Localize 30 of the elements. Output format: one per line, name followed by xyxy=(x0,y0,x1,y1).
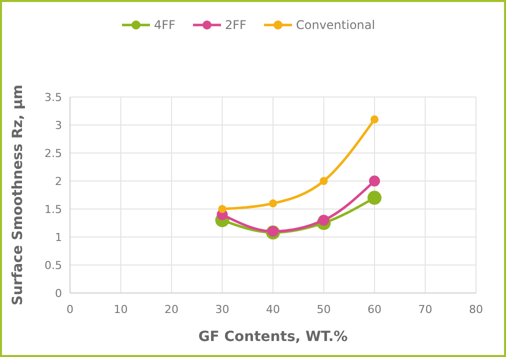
x-tick-label: 50 xyxy=(316,303,331,316)
x-tick-label: 40 xyxy=(266,303,280,316)
point xyxy=(269,199,277,208)
y-tick-label: 2 xyxy=(55,174,62,188)
legend-label: Conventional xyxy=(296,18,376,32)
x-tick-label: 60 xyxy=(368,303,382,316)
x-tick-label: 20 xyxy=(164,303,178,316)
y-tick-label: 1.5 xyxy=(44,202,62,216)
point xyxy=(268,226,278,237)
y-tick-label: 1 xyxy=(55,230,62,244)
point xyxy=(370,115,378,124)
point xyxy=(368,190,382,205)
y-tick-label: 0.5 xyxy=(44,258,62,272)
y-tick-label: 3 xyxy=(55,118,62,132)
y-tick-label: 0 xyxy=(55,286,62,300)
x-tick-label: 30 xyxy=(215,303,230,316)
x-tick-label: 70 xyxy=(418,303,432,316)
legend-label: 4FF xyxy=(154,18,176,32)
y-axis-title: Surface Smoothness Rz, µm xyxy=(10,84,26,306)
point xyxy=(320,177,328,185)
point xyxy=(369,176,380,186)
x-tick-label: 80 xyxy=(469,303,483,316)
point xyxy=(218,205,226,213)
x-tick-label: 10 xyxy=(114,303,128,316)
point xyxy=(318,214,330,226)
x-axis-title: GF Contents, WT.% xyxy=(198,329,348,345)
legend-label: 2FF xyxy=(225,18,247,32)
y-tick-label: 2.5 xyxy=(44,146,62,160)
x-tick-label: 0 xyxy=(66,303,74,316)
y-tick-label: 3.5 xyxy=(44,90,62,104)
